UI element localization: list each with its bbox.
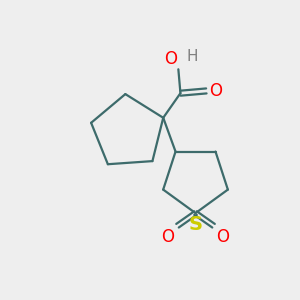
Text: O: O (209, 82, 222, 100)
Text: O: O (217, 228, 230, 246)
Text: H: H (186, 49, 198, 64)
Text: O: O (161, 228, 175, 246)
Text: S: S (188, 215, 203, 234)
Text: O: O (164, 50, 177, 68)
